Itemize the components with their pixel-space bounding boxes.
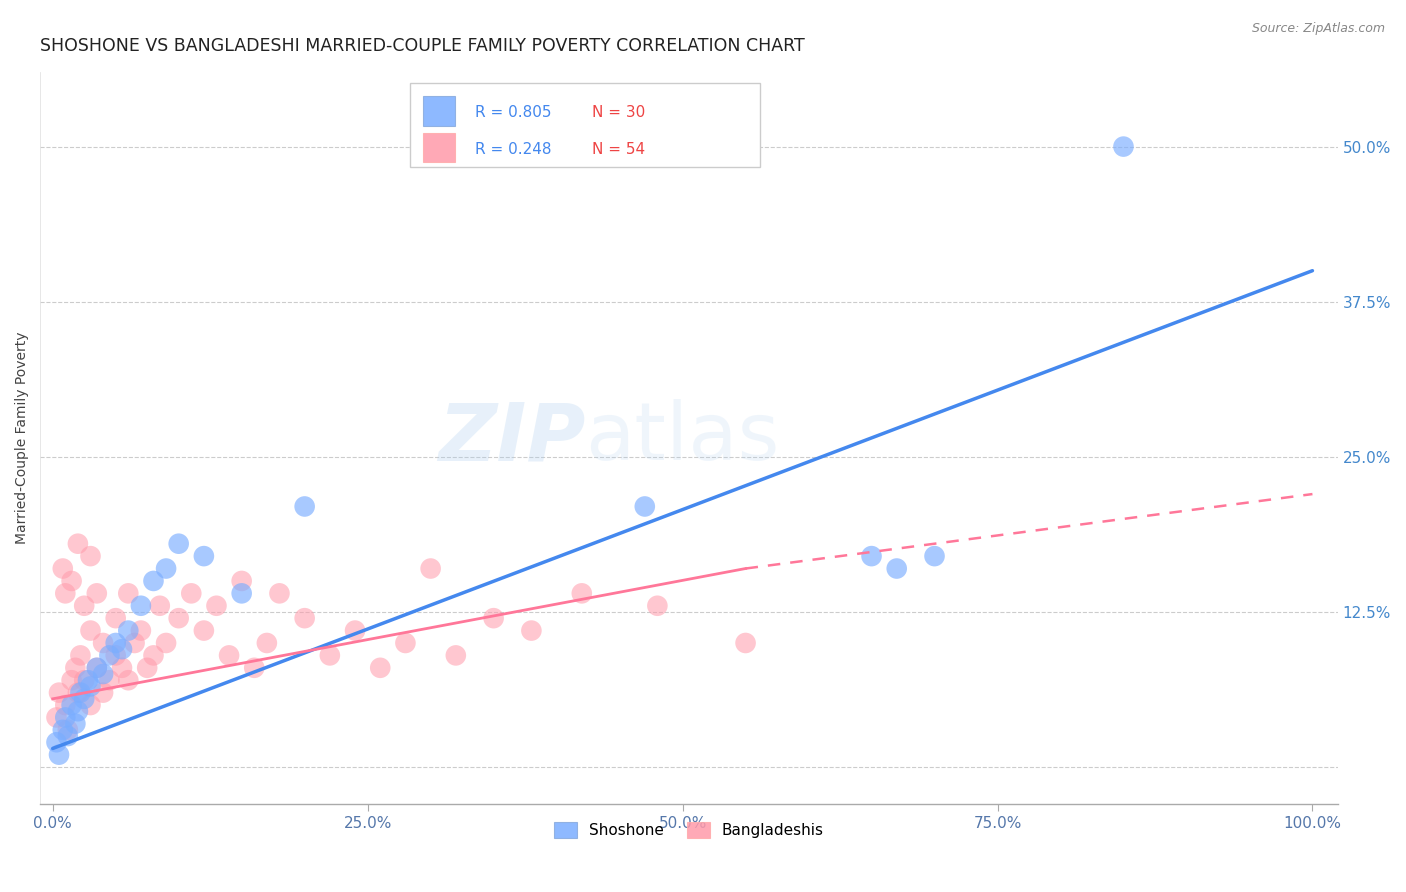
Point [91,667,114,681]
Text: atlas: atlas [585,400,779,477]
Point [48,747,70,762]
Point [167,537,190,551]
Point [886,561,908,575]
Point [52,561,75,575]
Point [91,636,114,650]
Text: N = 54: N = 54 [592,142,645,156]
Point [344,624,367,638]
Point [86,661,108,675]
Point [155,561,177,575]
Point [419,561,441,575]
Point [231,586,253,600]
Point [98,648,121,663]
Point [79,624,101,638]
Point [860,549,883,563]
Point [60,698,83,712]
Point [79,680,101,694]
Y-axis label: Married-Couple Family Poverty: Married-Couple Family Poverty [15,332,30,544]
Point [65,661,87,675]
Point [56,729,79,743]
Point [53,698,76,712]
Point [394,636,416,650]
Point [205,599,228,613]
Point [91,685,114,699]
Bar [411,83,761,168]
Bar [423,133,456,162]
Point [231,574,253,588]
Point [111,642,134,657]
Point [294,500,316,514]
Point [129,624,152,638]
Point [520,624,543,638]
Point [73,673,96,688]
Point [180,586,202,600]
Point [111,661,134,675]
Point [117,586,139,600]
Point [77,673,100,688]
Point [86,661,108,675]
Point [124,636,146,650]
Point [66,704,89,718]
Point [53,710,76,724]
Point [66,537,89,551]
Point [104,611,127,625]
Legend: Shoshone, Bangladeshis: Shoshone, Bangladeshis [548,816,830,844]
Text: Source: ZipAtlas.com: Source: ZipAtlas.com [1251,22,1385,36]
Point [53,586,76,600]
Point [60,673,83,688]
Point [104,648,127,663]
Point [924,549,946,563]
Text: SHOSHONE VS BANGLADESHI MARRIED-COUPLE FAMILY POVERTY CORRELATION CHART: SHOSHONE VS BANGLADESHI MARRIED-COUPLE F… [41,37,804,55]
Point [294,611,316,625]
Point [193,624,215,638]
Point [634,500,657,514]
Point [155,636,177,650]
Text: ZIP: ZIP [437,400,585,477]
Point [104,636,127,650]
Point [734,636,756,650]
Point [129,599,152,613]
Text: N = 30: N = 30 [592,105,645,120]
Point [368,661,391,675]
Point [167,611,190,625]
Point [142,574,165,588]
Point [79,549,101,563]
Point [56,723,79,737]
Point [48,685,70,699]
Point [45,735,67,749]
Point [444,648,467,663]
Point [136,661,159,675]
Point [69,685,91,699]
Point [256,636,278,650]
Point [243,661,266,675]
Point [60,574,83,588]
Point [269,586,291,600]
Point [45,710,67,724]
Point [117,673,139,688]
Point [482,611,505,625]
Point [73,691,96,706]
Point [98,673,121,688]
Bar [423,96,456,126]
Point [65,716,87,731]
Point [571,586,593,600]
Point [69,648,91,663]
Text: R = 0.805: R = 0.805 [475,105,551,120]
Point [319,648,342,663]
Point [73,599,96,613]
Point [647,599,669,613]
Point [149,599,172,613]
Point [218,648,240,663]
Point [52,723,75,737]
Point [193,549,215,563]
Point [142,648,165,663]
Point [1112,139,1135,153]
Point [117,624,139,638]
Point [66,685,89,699]
Text: R = 0.248: R = 0.248 [475,142,551,156]
Point [79,698,101,712]
Point [86,586,108,600]
